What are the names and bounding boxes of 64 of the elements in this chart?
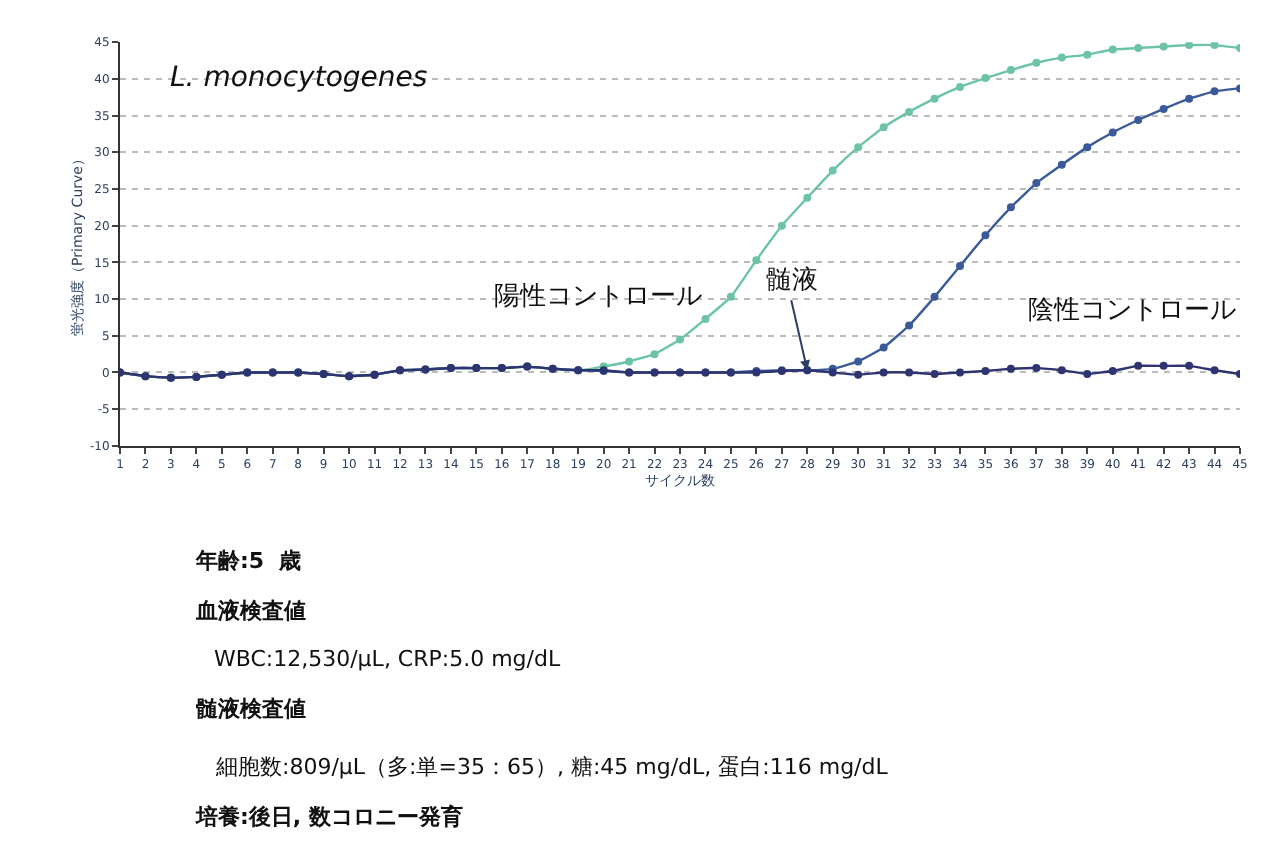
point <box>1006 66 1015 75</box>
point <box>854 143 863 152</box>
point <box>1083 50 1092 59</box>
point <box>1210 42 1219 50</box>
point <box>930 369 939 378</box>
point <box>1159 104 1168 113</box>
series-label: 陰性コントロール <box>1028 296 1236 326</box>
point <box>905 368 914 377</box>
point <box>981 367 990 376</box>
point <box>1134 44 1143 53</box>
text: 細胞数:809/μL（多:単=35：65）, 糖:45 mg/dL, 蛋白:116 mg/dL <box>214 754 890 780</box>
point <box>1108 45 1117 54</box>
text: WBC:12,530/μL, CRP:5.0 mg/dL <box>214 646 562 672</box>
annotation: 髄液 <box>766 266 818 296</box>
point <box>1134 115 1143 124</box>
point <box>1032 58 1041 67</box>
point <box>1185 42 1194 50</box>
point <box>854 370 863 379</box>
point <box>879 123 888 132</box>
point <box>1057 160 1066 169</box>
point <box>981 231 990 240</box>
point <box>1108 367 1117 376</box>
point <box>930 292 939 301</box>
point <box>752 256 761 265</box>
point <box>956 82 964 91</box>
point <box>1006 203 1015 212</box>
point <box>726 292 735 301</box>
point <box>828 166 837 175</box>
point <box>1057 53 1066 62</box>
point <box>1057 366 1066 375</box>
point <box>1159 361 1168 370</box>
text: 血液検査値 <box>194 598 306 624</box>
point <box>905 107 914 116</box>
point <box>777 221 786 230</box>
point <box>1006 364 1015 373</box>
point <box>1032 364 1041 373</box>
point <box>1032 179 1041 188</box>
point <box>650 350 659 359</box>
series-label: 陽性コントロール <box>494 282 702 312</box>
point <box>1185 361 1194 370</box>
text: 年齢:5 歳 <box>194 548 302 574</box>
point <box>701 314 710 323</box>
point <box>1159 42 1168 51</box>
point <box>1108 128 1117 137</box>
point <box>854 357 863 366</box>
point <box>1083 369 1092 378</box>
point <box>803 193 812 202</box>
point <box>1134 361 1143 370</box>
point <box>1083 143 1092 152</box>
point <box>1185 94 1194 103</box>
text: L. monocytogenes <box>170 61 428 94</box>
point <box>956 262 964 271</box>
point <box>1210 366 1219 375</box>
point <box>1210 87 1219 96</box>
text: 培養:後日, 数コロニー発育 <box>194 804 463 830</box>
point <box>625 357 634 366</box>
point <box>879 343 888 352</box>
point <box>956 368 964 377</box>
point <box>879 368 888 377</box>
point <box>905 321 914 330</box>
point <box>981 74 990 83</box>
text: 髄液検査値 <box>194 696 306 722</box>
point <box>930 94 939 103</box>
point <box>676 335 684 344</box>
